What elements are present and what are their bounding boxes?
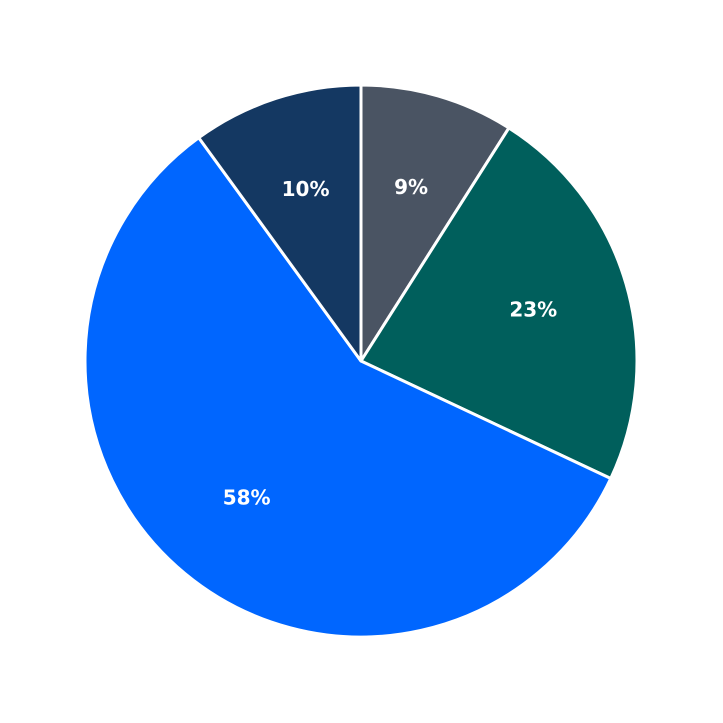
- data-label: 58%: [223, 486, 271, 510]
- pie-slice: [83, 136, 613, 639]
- data-label: 23%: [509, 297, 557, 321]
- pie-slice: [359, 126, 639, 481]
- pie-slice: [197, 83, 363, 363]
- data-label: 10%: [282, 177, 330, 201]
- data-label: 9%: [394, 175, 428, 199]
- pie-slice: [359, 83, 511, 363]
